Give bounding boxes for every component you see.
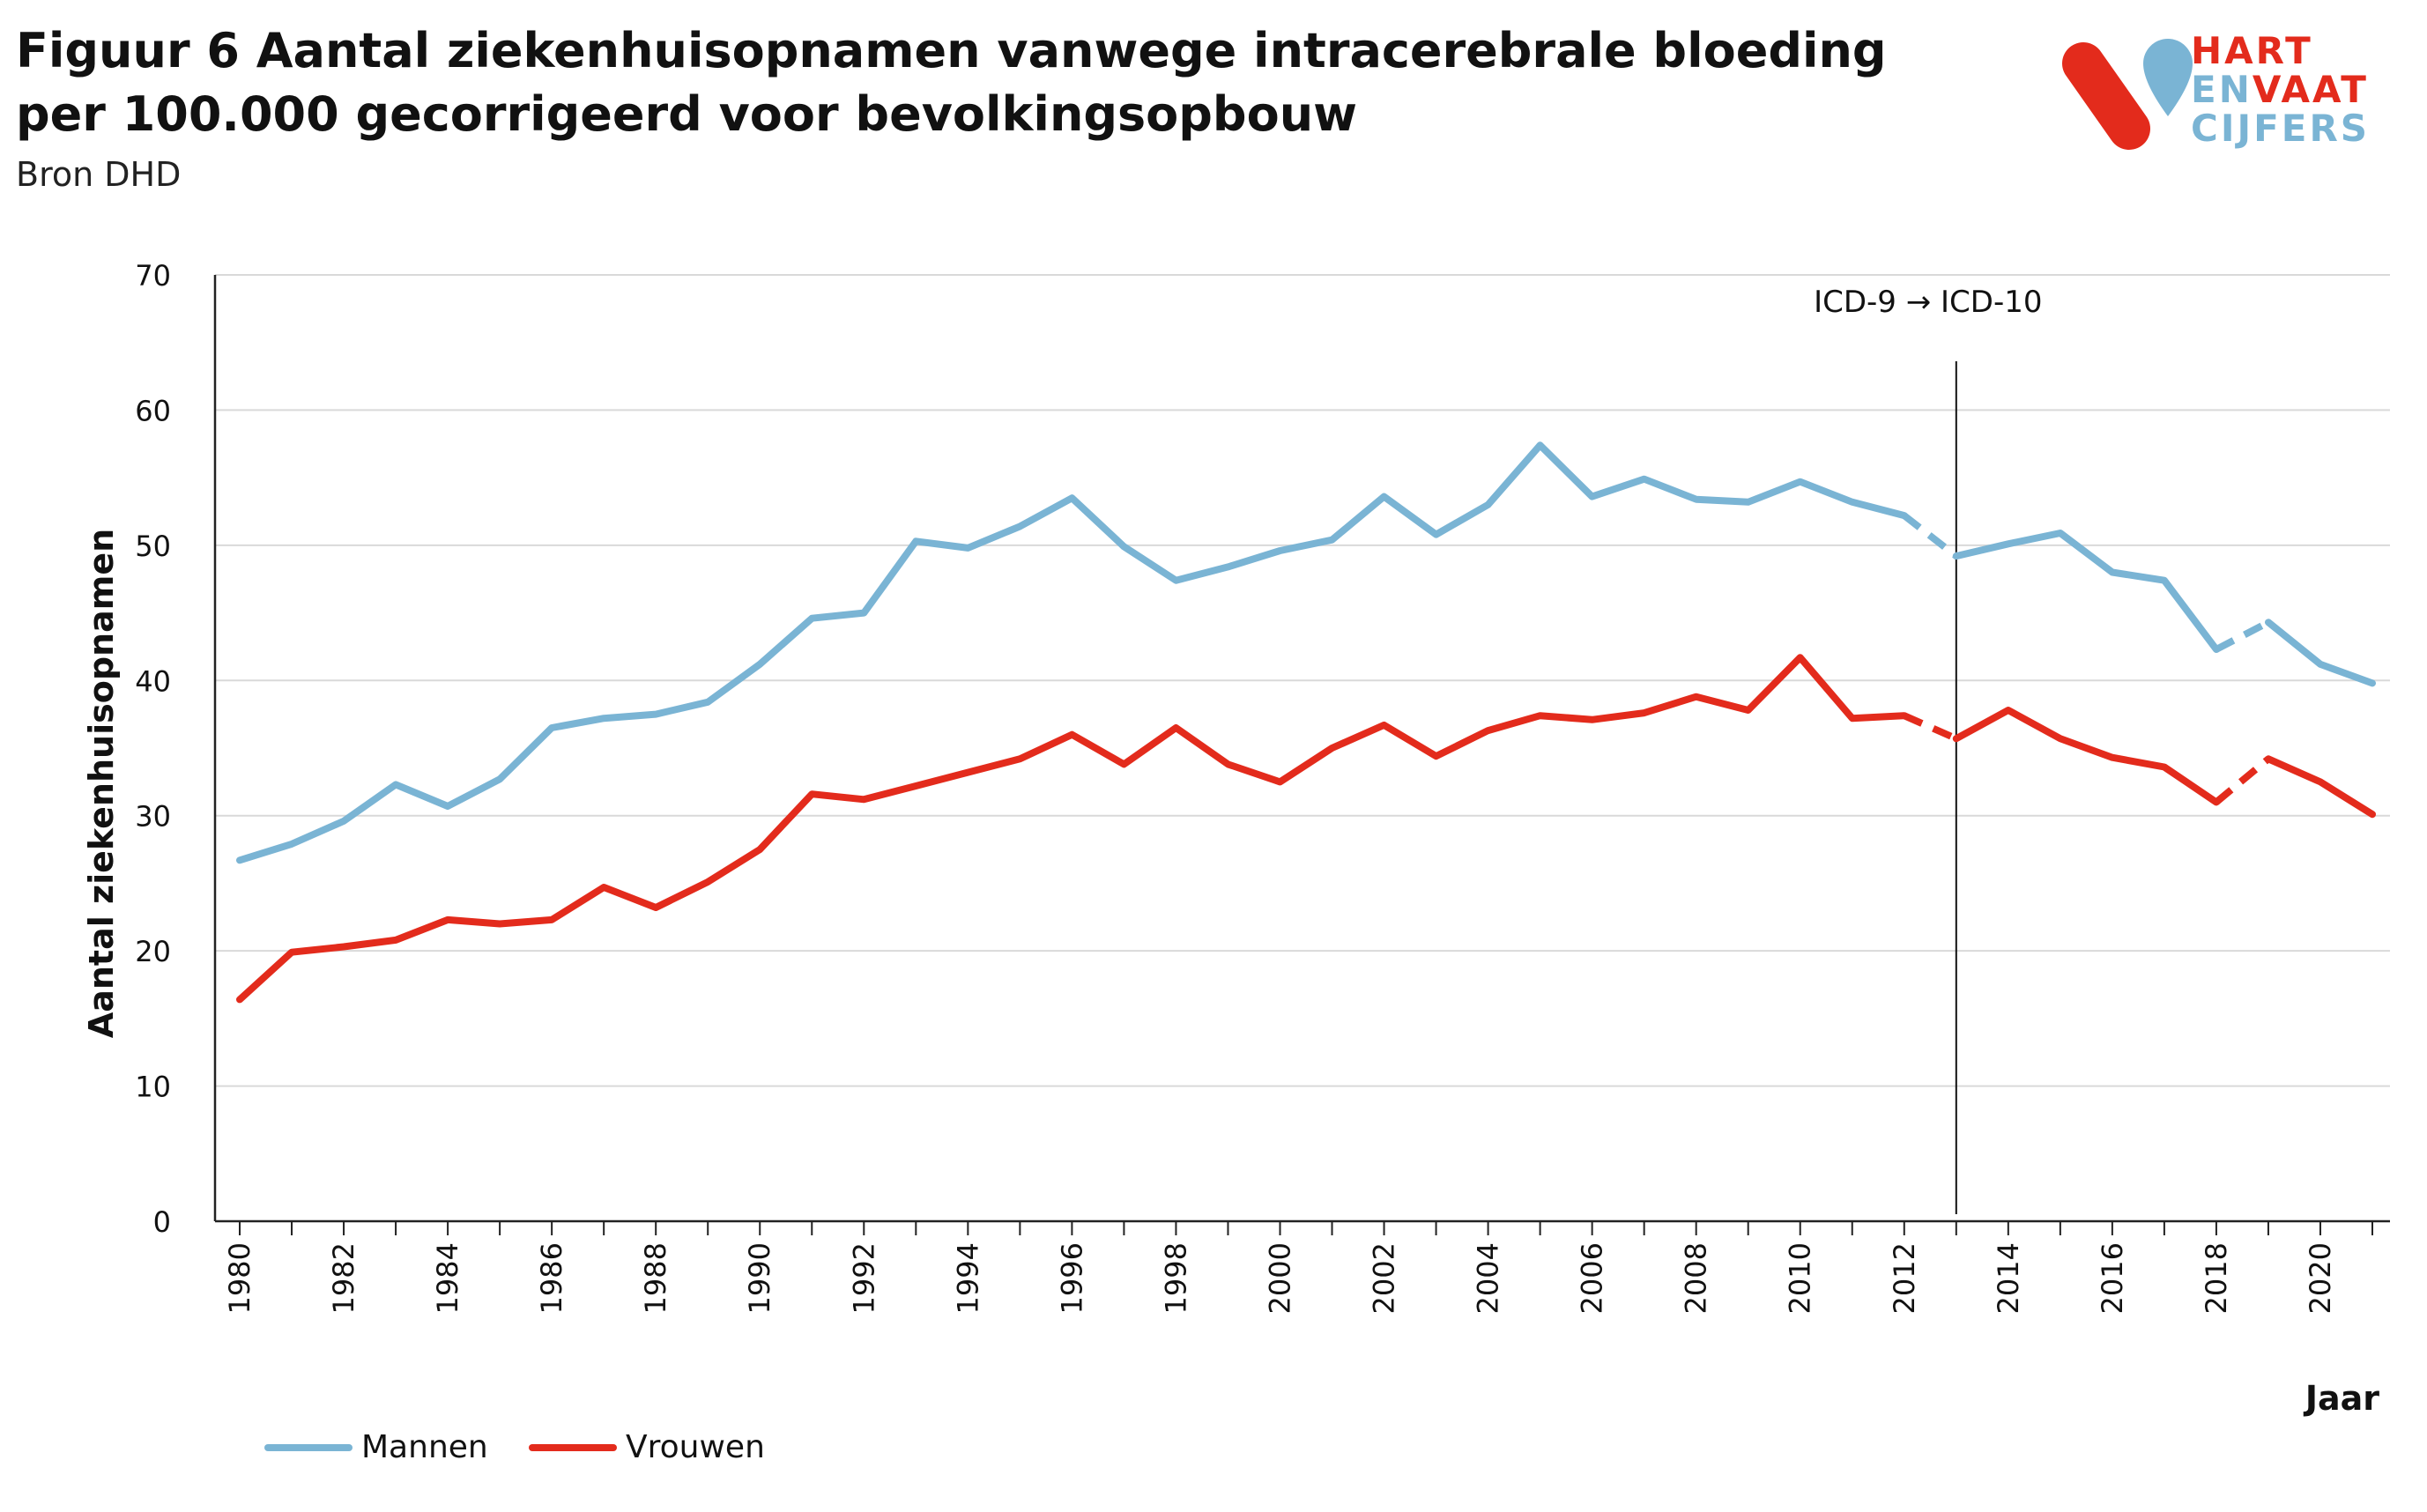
x-axis-title: Jaar: [2303, 1379, 2379, 1418]
source-label: Bron DHD: [16, 155, 182, 194]
series-line-mannen: [2265, 619, 2376, 687]
series-line-vrouwen: [1952, 707, 2220, 806]
logo-text-cijfers: CIJFERS: [2191, 107, 2371, 150]
hartenvaatcijfers-logo: HART ENVAAT CIJFERS: [2062, 26, 2415, 159]
x-tick-label: 1984: [431, 1242, 464, 1314]
x-tick-label: 1992: [847, 1242, 880, 1314]
legend-swatch-mannen: [264, 1443, 353, 1451]
series-dashed-segment-vrouwen: [1903, 712, 1958, 742]
y-tick-label: 30: [135, 800, 171, 834]
x-tick-label: 2010: [1784, 1242, 1817, 1314]
chart-title: Figuur 6 Aantal ziekenhuisopnamen vanweg…: [16, 23, 1887, 142]
legend-item-vrouwen: Vrouwen: [529, 1429, 765, 1465]
legend-label-vrouwen: Vrouwen: [626, 1429, 765, 1465]
x-tick-label: 2014: [1992, 1242, 2025, 1314]
x-tick-label: 1982: [327, 1242, 360, 1314]
x-tick-label: 1990: [743, 1242, 776, 1314]
logo-text-vaat: VAAT: [2252, 68, 2369, 111]
y-tick-label: 20: [135, 935, 171, 968]
x-tick-label: 1988: [639, 1242, 672, 1314]
logo-text-en: EN: [2191, 68, 2253, 111]
series-line-mannen: [236, 441, 1908, 864]
legend-item-mannen: Mannen: [264, 1429, 488, 1465]
x-tick-label: 1986: [535, 1242, 568, 1314]
series-line-mannen: [1952, 530, 2220, 653]
legend-swatch-vrouwen: [529, 1443, 617, 1451]
x-tick-label: 2016: [2096, 1242, 2129, 1314]
icd-transition-label: ICD-9 → ICD-10: [1814, 285, 2042, 320]
x-tick-label: 2006: [1576, 1242, 1609, 1314]
y-tick-label: 10: [135, 1071, 171, 1104]
series-dashed-segment-mannen: [2215, 619, 2270, 653]
y-tick-label: 40: [135, 664, 171, 698]
x-tick-label: 1994: [951, 1242, 984, 1314]
x-tick-label: 2012: [1888, 1242, 1921, 1314]
x-tick-label: 2004: [1472, 1242, 1505, 1314]
series-line-vrouwen: [236, 654, 1908, 1004]
y-tick-label: 60: [135, 394, 171, 427]
legend-label-mannen: Mannen: [361, 1429, 488, 1465]
logo-mark-icon: [2062, 39, 2193, 150]
x-tick-label: 2020: [2304, 1242, 2337, 1314]
x-tick-label: 2000: [1263, 1242, 1296, 1314]
logo-text-hart: HART: [2191, 29, 2313, 72]
x-tick-label: 2018: [2200, 1242, 2233, 1314]
x-tick-label: 2008: [1680, 1242, 1713, 1314]
x-tick-label: 2002: [1368, 1242, 1401, 1314]
y-tick-label: 0: [153, 1205, 171, 1239]
logo-text-line2: ENVAAT: [2191, 70, 2369, 109]
x-tick-label: 1996: [1055, 1242, 1088, 1314]
series-dashed-segment-vrouwen: [2214, 756, 2271, 805]
y-axis-title: Aantal ziekenhuisopnamen: [82, 529, 121, 1038]
y-tick-label: 70: [135, 259, 171, 293]
x-tick-label: 1980: [223, 1242, 256, 1314]
series-line-vrouwen: [2265, 755, 2376, 819]
x-tick-label: 1998: [1159, 1242, 1192, 1314]
series-dashed-segment-mannen: [1902, 512, 1959, 560]
y-tick-label: 50: [135, 530, 171, 563]
